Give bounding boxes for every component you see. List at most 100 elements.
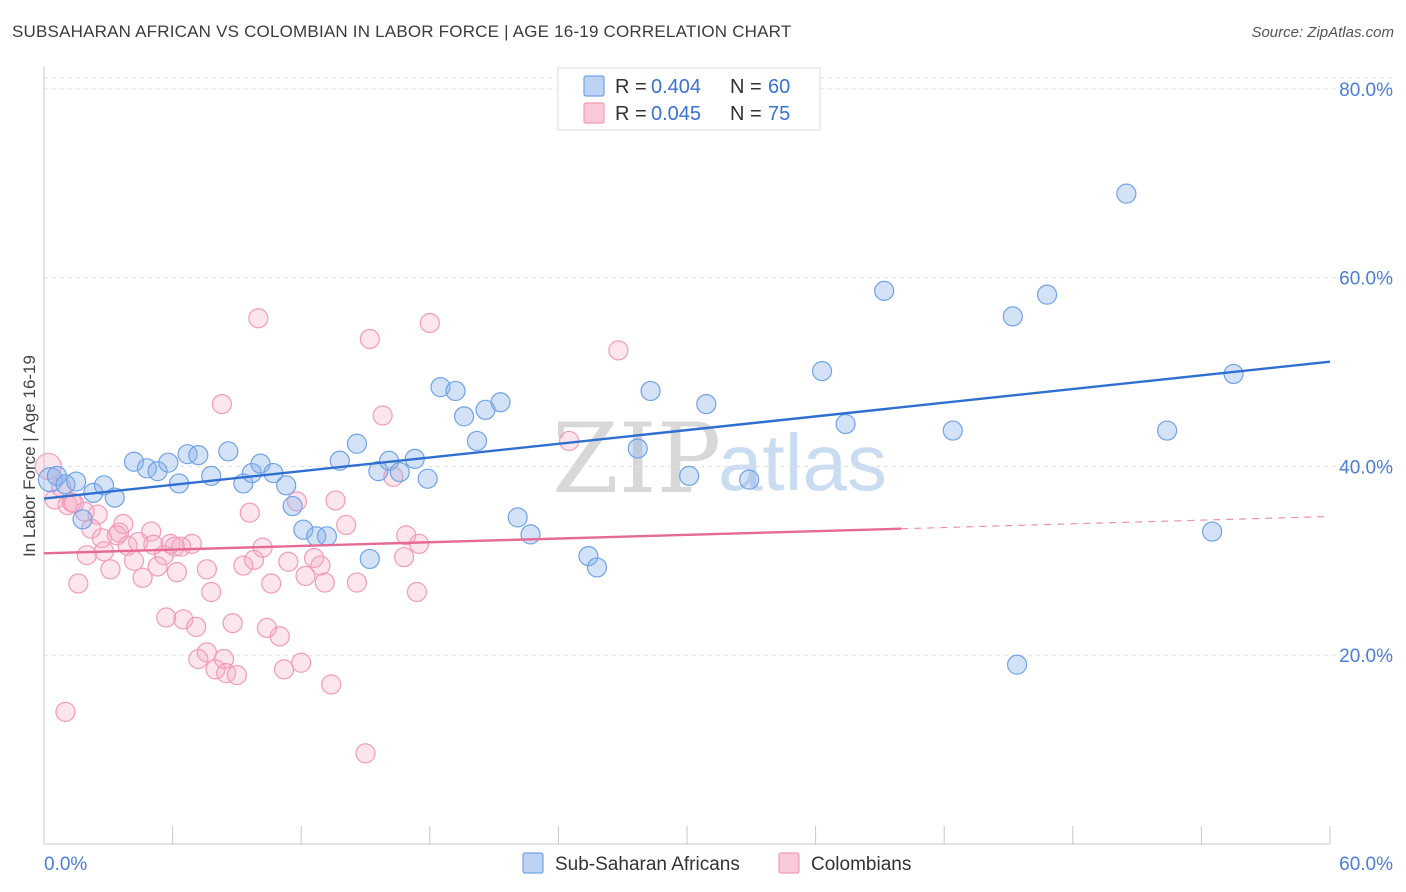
point-subsaharan (177, 444, 198, 465)
point-subsaharan (123, 451, 145, 472)
point-colombian (278, 551, 299, 572)
watermark-atlas: atlas (718, 418, 887, 507)
legend-n-label-1: N = (730, 76, 762, 98)
point-subsaharan (578, 546, 599, 567)
y-tick-label: 40.0% (1339, 457, 1393, 478)
trend-lines (43, 360, 1331, 555)
point-subsaharan (46, 465, 67, 486)
point-colombian (63, 493, 85, 514)
point-colombian (256, 617, 278, 638)
point-subsaharan (942, 420, 963, 441)
point-subsaharan (466, 430, 488, 452)
source-label: Source: ZipAtlas.com (1251, 24, 1394, 41)
trend-line-colombian-extrapolated (901, 515, 1331, 530)
point-subsaharan (276, 475, 297, 496)
point-colombian (205, 659, 226, 680)
point-colombian (186, 616, 207, 638)
point-subsaharan (874, 280, 895, 301)
point-colombian (355, 743, 376, 764)
point-subsaharan (586, 557, 608, 578)
point-subsaharan (147, 461, 168, 482)
chart-title: SUBSAHARAN AFRICAN VS COLOMBIAN IN LABOR… (12, 22, 792, 41)
point-subsaharan (1036, 284, 1058, 305)
point-subsaharan (453, 406, 475, 427)
point-colombian (310, 555, 331, 576)
point-colombian (211, 394, 232, 415)
point-colombian (321, 674, 342, 695)
point-subsaharan (282, 495, 303, 517)
point-colombian (87, 504, 108, 525)
point-subsaharan (1002, 306, 1023, 327)
point-colombian (325, 490, 346, 511)
point-subsaharan (104, 487, 125, 508)
point-colombian (156, 607, 177, 628)
point-colombian (68, 573, 89, 594)
point-colombian (173, 609, 194, 630)
x-tick-label-max: 60.0% (1339, 854, 1393, 875)
legend-r-value-1: 0.404 (651, 76, 701, 98)
point-colombian (226, 664, 247, 686)
point-colombian (239, 502, 260, 523)
point-subsaharan (1157, 420, 1178, 441)
point-colombian (295, 565, 316, 587)
bottom-legend-swatch-colombian (778, 852, 800, 874)
point-subsaharan (1223, 363, 1244, 385)
legend-n-value-1: 60 (768, 76, 790, 98)
point-subsaharan (507, 507, 528, 528)
point-colombian (113, 513, 134, 535)
point-subsaharan (640, 380, 661, 402)
bottom-legend-swatch-subsaharan (522, 852, 544, 874)
point-subsaharan (430, 377, 451, 398)
point-subsaharan (158, 452, 179, 473)
point-subsaharan (188, 445, 209, 466)
point-subsaharan (389, 462, 410, 483)
point-subsaharan (445, 380, 466, 402)
point-subsaharan (679, 465, 700, 486)
point-colombian (147, 556, 168, 577)
point-subsaharan (417, 468, 438, 489)
point-subsaharan (696, 394, 717, 415)
point-colombian (201, 581, 222, 603)
legend-n-label-2: N = (730, 103, 762, 125)
legend-n-value-2: 75 (768, 103, 790, 125)
point-subsaharan (627, 438, 648, 459)
point-subsaharan (490, 392, 511, 413)
point-subsaharan (1006, 654, 1028, 675)
data-points (34, 183, 1244, 764)
point-colombian (91, 528, 112, 549)
point-subsaharan (316, 526, 338, 547)
bottom-legend-subsaharan: Sub-Saharan Africans (555, 854, 740, 875)
point-colombian (346, 572, 368, 593)
legend-r-value-2: 0.045 (651, 103, 701, 125)
point-colombian (314, 572, 335, 593)
point-subsaharan (835, 413, 856, 435)
point-subsaharan (293, 519, 314, 540)
point-colombian (273, 659, 295, 680)
point-subsaharan (66, 471, 87, 492)
trend-line-colombian (43, 527, 902, 555)
point-colombian (419, 312, 440, 334)
legend: R = 0.404 N = 60 R = 0.045 N = 75 (557, 67, 821, 131)
point-subsaharan (811, 361, 833, 382)
axes (43, 66, 1331, 845)
point-colombian (261, 573, 282, 594)
point-colombian (336, 514, 357, 536)
point-colombian (171, 536, 192, 557)
point-colombian (55, 701, 76, 722)
point-colombian (393, 546, 415, 568)
point-subsaharan (72, 509, 93, 530)
y-axis-label: In Labor Force | Age 16-19 (20, 355, 39, 557)
point-colombian (372, 405, 393, 426)
point-subsaharan (359, 548, 380, 570)
point-subsaharan (1202, 521, 1223, 542)
point-colombian (196, 559, 217, 580)
trend-line-subsaharan (43, 360, 1331, 500)
legend-swatch-subsaharan (583, 75, 605, 97)
legend-r-label-1: R = (615, 76, 647, 98)
point-colombian (359, 328, 380, 350)
y-tick-label: 20.0% (1339, 646, 1393, 667)
point-colombian (106, 525, 127, 546)
point-colombian (132, 567, 153, 588)
point-colombian (248, 308, 269, 329)
